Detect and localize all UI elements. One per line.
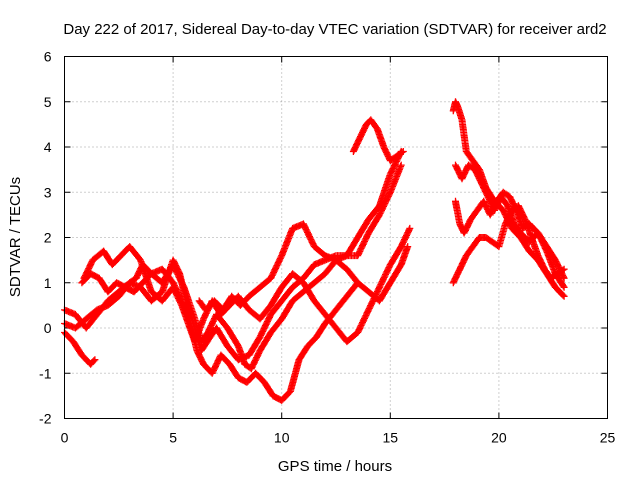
data-point-marker — [91, 356, 99, 364]
series-track-7 — [349, 116, 407, 165]
data-point-marker — [560, 292, 568, 300]
chart-title: Day 222 of 2017, Sidereal Day-to-day VTE… — [63, 21, 606, 38]
y-tick-label: 4 — [44, 139, 52, 155]
plot-frame — [64, 56, 608, 419]
x-axis-label: GPS time / hours — [278, 458, 392, 475]
x-tick-label: 10 — [274, 430, 290, 446]
data-point-marker — [559, 282, 567, 290]
data-point-marker — [560, 265, 568, 273]
data-point-marker — [559, 266, 567, 274]
series-track-4 — [78, 265, 362, 404]
x-tick-label: 5 — [169, 430, 177, 446]
data-point-marker — [397, 161, 405, 169]
y-tick-label: 5 — [44, 94, 52, 110]
x-tick-label: 15 — [383, 430, 399, 446]
y-axis-label: SDTVAR / TECUs — [7, 177, 24, 297]
series-track-6 — [195, 220, 412, 314]
tick-labels: 0 5 10 15 20 25 -2 -1 0 1 2 3 4 5 6 — [39, 49, 615, 446]
x-tick-label: 25 — [600, 430, 616, 446]
data-point-marker — [404, 243, 412, 251]
data-point-marker — [560, 283, 568, 291]
y-tick-label: 6 — [44, 49, 52, 65]
data-point-marker — [399, 148, 407, 155]
data-point-marker — [406, 224, 414, 232]
y-tick-label: 1 — [44, 275, 52, 291]
series-track-11 — [449, 202, 568, 287]
data-point-marker — [398, 148, 406, 156]
y-tick-label: -2 — [39, 411, 52, 427]
x-tick-label: 20 — [491, 430, 507, 446]
y-tick-label: 2 — [44, 230, 52, 246]
y-tick-label: 0 — [44, 320, 52, 336]
x-tick-label: 0 — [61, 430, 69, 446]
data-point-marker — [559, 291, 567, 299]
data-points — [61, 98, 568, 404]
data-point-marker — [90, 357, 98, 365]
series-track-5 — [80, 224, 414, 346]
series-track-1 — [61, 329, 99, 368]
y-tick-label: -1 — [39, 365, 52, 381]
y-tick-label: 3 — [44, 184, 52, 200]
